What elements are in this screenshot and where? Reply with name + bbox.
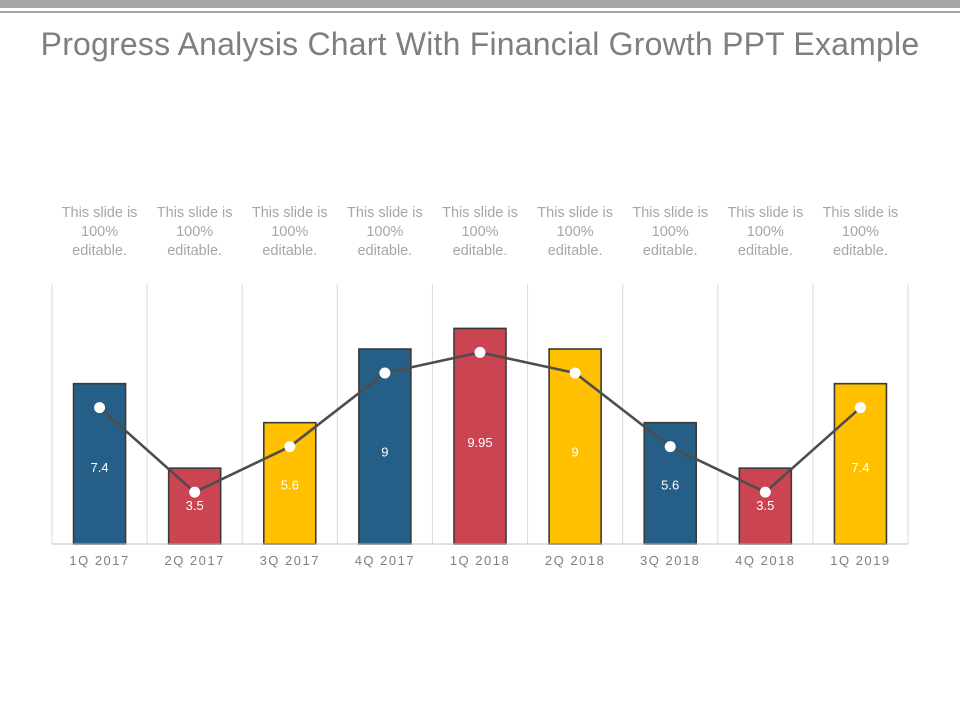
bar-3 [358,348,412,545]
bar-1 [167,467,222,545]
category-label-8: 1Q 2019 [830,553,890,568]
trend-point-3 [379,367,391,379]
value-label-1: 3.5 [186,498,204,513]
category-label-6: 3Q 2018 [640,553,700,568]
value-label-8: 7.4 [851,460,869,475]
bar-5 [548,348,602,545]
top-line [0,11,960,13]
category-note-0: This slide is 100% editable. [61,205,138,259]
trend-point-5 [569,367,581,379]
top-band [0,0,960,8]
value-label-3: 9 [381,444,388,459]
trend-point-6 [664,441,676,453]
category-label-7: 4Q 2018 [735,553,795,568]
bar-4 [453,327,507,545]
category-label-4: 1Q 2018 [450,553,510,568]
value-label-0: 7.4 [91,460,109,475]
value-label-4: 9.95 [467,435,492,450]
category-note-7: This slide is 100% editable. [727,205,804,259]
category-note-3: This slide is 100% editable. [347,205,423,259]
value-label-7: 3.5 [756,498,774,513]
page-title: Progress Analysis Chart With Financial G… [40,26,920,62]
category-note-5: This slide is 100% editable. [537,205,613,259]
trend-point-4 [474,346,486,358]
category-note-2: This slide is 100% editable. [251,205,328,259]
trend-point-7 [759,486,771,498]
bar-7 [738,467,793,545]
category-label-5: 2Q 2018 [545,553,605,568]
category-note-6: This slide is 100% editable. [632,205,709,259]
category-note-4: This slide is 100% editable. [442,205,518,259]
category-note-8: This slide is 100% editable. [822,205,899,259]
category-note-1: This slide is 100% editable. [156,205,233,259]
value-label-6: 5.6 [661,477,679,492]
trend-point-8 [854,402,866,414]
category-label-3: 4Q 2017 [355,553,415,568]
category-label-0: 1Q 2017 [69,553,129,568]
trend-point-1 [189,486,201,498]
value-label-2: 5.6 [281,477,299,492]
category-label-2: 3Q 2017 [260,553,320,568]
trend-point-2 [284,441,296,453]
trend-point-0 [94,402,106,414]
category-label-1: 2Q 2017 [164,553,224,568]
value-label-5: 9 [571,444,578,459]
